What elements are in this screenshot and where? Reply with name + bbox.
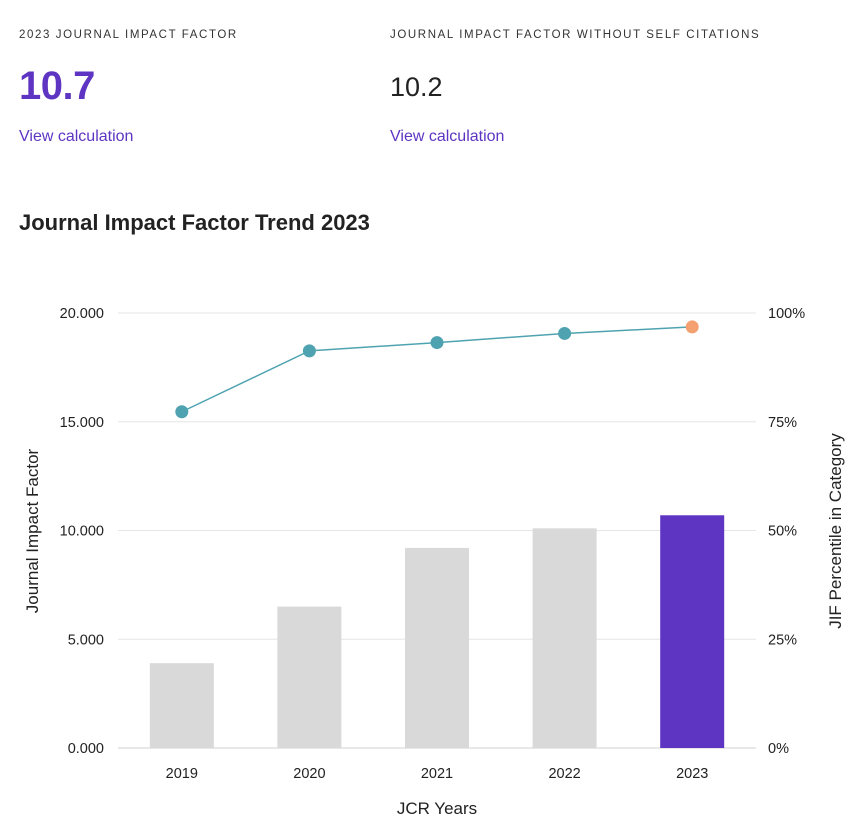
x-tick-label: 2020 [293, 766, 325, 782]
y-tick-label: 10.000 [60, 524, 104, 540]
percentile-point-2022 [558, 326, 572, 340]
x-axis-title: JCR Years [397, 799, 477, 818]
y2-axis-title: JIF Percentile in Category [826, 433, 845, 629]
x-tick-label: 2023 [676, 766, 708, 782]
bar-2022 [532, 528, 597, 748]
metric-label: 2023 JOURNAL IMPACT FACTOR [19, 29, 238, 41]
x-tick-label: 2022 [548, 766, 580, 782]
percentile-point-2023 [685, 320, 699, 334]
metric-value: 10.7 [19, 64, 95, 108]
metric-label: JOURNAL IMPACT FACTOR WITHOUT SELF CITAT… [390, 29, 761, 41]
bar-2019 [149, 663, 214, 748]
y2-tick-label: 75% [768, 415, 797, 431]
view-calculation-link[interactable]: View calculation [390, 128, 505, 145]
y-tick-label: 15.000 [60, 415, 104, 431]
bar-2023 [660, 515, 725, 748]
y-tick-label: 0.000 [68, 741, 104, 757]
y-tick-label: 20.000 [60, 306, 104, 322]
percentile-point-2021 [430, 336, 444, 350]
bar-2021 [405, 547, 469, 748]
y-tick-label: 5.000 [68, 632, 104, 648]
view-calculation-link[interactable]: View calculation [19, 128, 134, 145]
x-tick-label: 2021 [421, 766, 453, 782]
percentile-point-2020 [302, 344, 316, 358]
percentile-point-2019 [175, 405, 189, 419]
chart-title: Journal Impact Factor Trend 2023 [19, 210, 370, 235]
metric-value: 10.2 [390, 72, 443, 102]
y2-tick-label: 25% [768, 632, 797, 648]
bar-2020 [277, 606, 342, 748]
y2-tick-label: 100% [768, 306, 805, 322]
y2-tick-label: 0% [768, 741, 789, 757]
y-axis-title: Journal Impact Factor [23, 448, 42, 613]
x-tick-label: 2019 [166, 766, 198, 782]
y2-tick-label: 50% [768, 524, 797, 540]
